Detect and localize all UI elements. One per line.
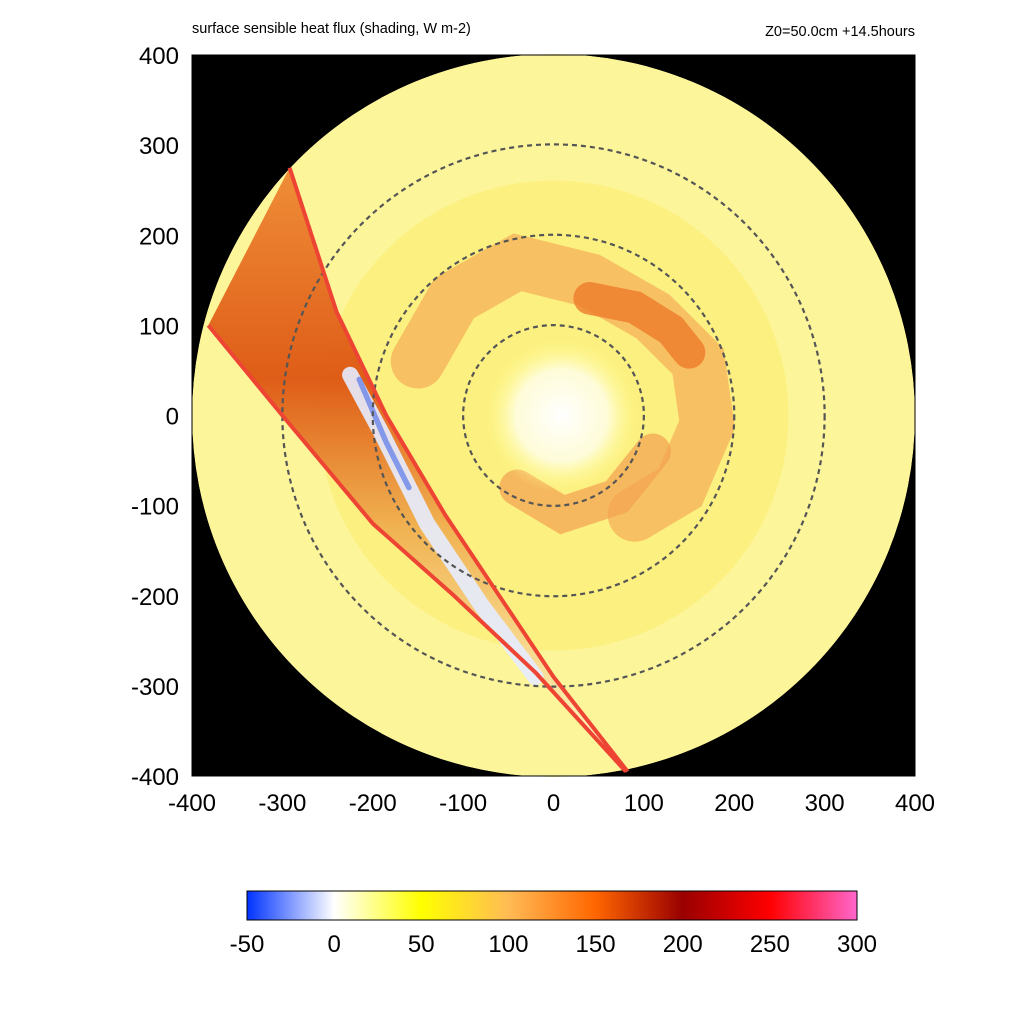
x-tick-label: -300 — [258, 790, 306, 817]
x-tick-label: -200 — [349, 790, 397, 817]
colorbar-ticks: -50 0 50 100 150 200 250 300 — [230, 931, 877, 958]
x-tick-label: 200 — [714, 790, 754, 817]
range-ring — [281, 143, 826, 688]
sector-outer-edge — [206, 324, 628, 773]
colorbar-tick-label: 300 — [837, 931, 877, 958]
y-tick-label: -200 — [131, 584, 179, 611]
y-tick-label: 100 — [139, 313, 179, 340]
y-tick-label: -300 — [131, 674, 179, 701]
colorbar-tick-label: 0 — [327, 931, 340, 958]
x-tick-label: -100 — [439, 790, 487, 817]
rainband-core — [573, 282, 706, 369]
sector-inner-edge — [287, 167, 630, 773]
colorbar-tick-label: -50 — [230, 931, 265, 958]
y-tick-label: 400 — [139, 43, 179, 70]
range-ring — [462, 324, 645, 507]
x-tick-label: 300 — [805, 790, 845, 817]
colorbar-tick-label: 150 — [576, 931, 616, 958]
flux-field — [192, 54, 915, 777]
colorbar-tick-label: 200 — [663, 931, 703, 958]
x-tick-label: 400 — [895, 790, 935, 817]
range-ring — [371, 233, 736, 598]
y-tick-label: 300 — [139, 133, 179, 160]
colorbar-bar — [246, 890, 858, 921]
x-tick-label: -400 — [168, 790, 216, 817]
y-tick-label: -100 — [131, 494, 179, 521]
x-axis-ticks: -400 -300 -200 -100 0 100 200 300 400 — [168, 790, 935, 817]
x-tick-label: 100 — [624, 790, 664, 817]
colorbar: -50 0 50 100 150 200 250 300 — [230, 890, 877, 958]
sector-negative-flux-streak — [356, 376, 412, 491]
x-tick-label: 0 — [547, 790, 560, 817]
rainband-south — [499, 433, 671, 535]
chart-title: surface sensible heat flux (shading, W m… — [192, 21, 471, 37]
chart-time-label: Z0=50.0cm +14.5hours — [765, 24, 915, 40]
colorbar-tick-label: 100 — [488, 931, 528, 958]
range-rings — [281, 143, 826, 688]
y-tick-label: 0 — [166, 404, 179, 431]
y-axis-ticks: 400 300 200 100 0 -100 -200 -300 -400 — [131, 43, 179, 791]
storm-eye — [484, 338, 639, 493]
plot-area — [191, 54, 916, 777]
y-tick-label: 200 — [139, 223, 179, 250]
colorbar-tick-label: 250 — [750, 931, 790, 958]
y-tick-label: -400 — [131, 764, 179, 791]
sector-outline — [206, 167, 630, 773]
colorbar-tick-label: 50 — [408, 931, 435, 958]
plot-frame — [191, 54, 916, 777]
